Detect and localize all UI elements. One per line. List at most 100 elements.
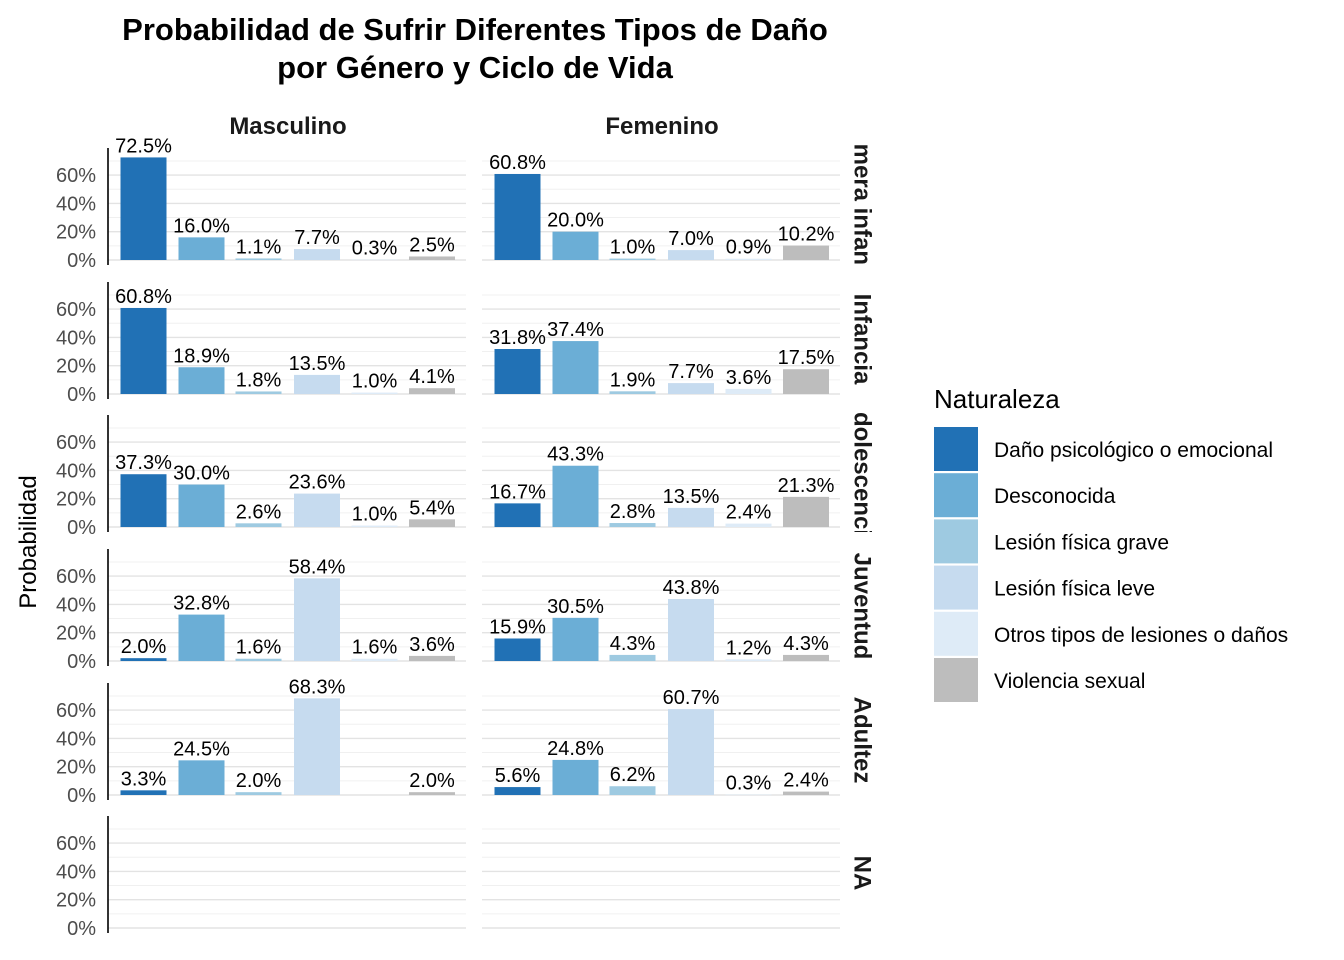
y-tick-label: 40% (56, 728, 96, 750)
bar-violencia-sexual (783, 654, 829, 661)
panel-masculino-primera-infancia: 72.5% 16.0% 1.1% 7.7% 0.3% 2.5% (108, 135, 466, 261)
legend-key-desconocida (934, 473, 978, 518)
data-label: 5.6% (495, 765, 541, 787)
bar-desconocida (552, 341, 599, 394)
data-label: 60.8% (115, 286, 172, 308)
panel-femenino-infancia: 31.8% 37.4% 1.9% 7.7% 3.6% 17.5% (482, 294, 840, 395)
data-label: 1.1% (236, 236, 282, 258)
bar-lesion-fisica-grave (609, 258, 656, 260)
data-label: 13.5% (663, 486, 720, 508)
panel-masculino-adolescencia: 37.3% 30.0% 2.6% 23.6% 1.0% 5.4% (108, 427, 466, 528)
row-strip-juventud: Juventud (849, 553, 876, 660)
bar-desconocida (178, 760, 225, 795)
data-label: 2.0% (409, 770, 455, 792)
data-label: 2.4% (726, 502, 772, 524)
legend-key-lesion-fisica-leve (934, 565, 978, 610)
data-label: 60.7% (663, 687, 720, 709)
bar-dano-psicologico-o-emocional (494, 787, 541, 795)
data-label: 37.4% (547, 319, 604, 341)
y-tick-label: 60% (56, 299, 96, 321)
legend-title: Naturaleza (934, 384, 1060, 414)
data-label: 72.5% (115, 135, 172, 157)
bar-desconocida (552, 759, 599, 795)
data-label: 7.0% (668, 228, 714, 250)
data-label: 20.0% (547, 210, 604, 232)
y-tick-label: 20% (56, 356, 96, 378)
bar-otros-tipos-de-lesiones-o-danos (351, 525, 398, 527)
bar-lesion-fisica-leve (668, 599, 714, 661)
y-tick-label: 0% (67, 250, 96, 272)
bar-lesion-fisica-leve (294, 249, 340, 260)
y-tick-label: 40% (56, 861, 96, 883)
row-strip: Infancia (849, 294, 876, 385)
y-tick-label: 60% (56, 566, 96, 588)
bar-lesion-fisica-leve (294, 374, 340, 394)
y-tick-label: 40% (56, 460, 96, 482)
y-tick-label: 0% (67, 384, 96, 406)
bar-otros-tipos-de-lesiones-o-danos (351, 658, 398, 661)
y-tick-label: 40% (56, 594, 96, 616)
bar-violencia-sexual (409, 388, 455, 394)
data-label: 4.3% (783, 633, 829, 655)
data-label: 3.6% (726, 367, 772, 389)
data-label: 5.4% (409, 497, 455, 519)
y-tick-label: 60% (56, 833, 96, 855)
bar-dano-psicologico-o-emocional (494, 173, 541, 260)
data-label: 2.0% (236, 770, 282, 792)
panel-masculino-adultez: 3.3% 24.5% 2.0% 68.3% 2.0% (108, 676, 466, 796)
data-label: 32.8% (173, 593, 230, 615)
bar-violencia-sexual (783, 369, 829, 394)
data-label: 1.0% (352, 371, 398, 393)
chart-title-line-1: Probabilidad de Sufrir Diferentes Tipos … (122, 12, 828, 47)
bar-dano-psicologico-o-emocional (120, 790, 167, 795)
panel-femenino-primera-infancia: 60.8% 20.0% 1.0% 7.0% 0.9% 10.2% (482, 152, 840, 261)
row-strip-infancia: Infancia (849, 294, 876, 385)
bar-lesion-fisica-grave (609, 523, 656, 527)
y-tick-label: 0% (67, 918, 96, 940)
bar-otros-tipos-de-lesiones-o-danos (351, 392, 398, 394)
data-label: 1.2% (726, 637, 772, 659)
bar-lesion-fisica-leve (294, 578, 340, 661)
bar-dano-psicologico-o-emocional (120, 474, 167, 527)
data-label: 16.7% (489, 481, 546, 503)
data-label: 60.8% (489, 152, 546, 174)
chart-title-line-2: por Género y Ciclo de Vida (277, 50, 673, 85)
panel-femenino-adultez: 5.6% 24.8% 6.2% 60.7% 0.3% 2.4% (482, 687, 840, 796)
y-tick-label: 60% (56, 700, 96, 722)
legend-key-lesion-fisica-grave (934, 519, 978, 564)
data-label: 24.8% (547, 738, 604, 760)
bar-lesion-fisica-grave (235, 391, 282, 394)
bar-desconocida (552, 617, 599, 661)
data-label: 2.8% (610, 501, 656, 523)
y-tick-label: 20% (56, 890, 96, 912)
bar-dano-psicologico-o-emocional (494, 503, 541, 527)
data-label: 30.0% (173, 463, 230, 485)
legend-label: Lesión física grave (994, 531, 1169, 554)
bar-dano-psicologico-o-emocional (494, 638, 541, 661)
row-strip-primera-infancia: Primera infancia (849, 112, 876, 299)
bar-violencia-sexual (409, 655, 455, 661)
bar-lesion-fisica-grave (609, 654, 656, 661)
bar-dano-psicologico-o-emocional (120, 307, 167, 394)
panel-masculino-infancia: 60.8% 18.9% 1.8% 13.5% 1.0% 4.1% (108, 286, 466, 395)
bar-desconocida (178, 614, 225, 661)
data-label: 23.6% (289, 472, 346, 494)
legend-key-dano-psicologico-o-emocional (934, 427, 978, 471)
bar-otros-tipos-de-lesiones-o-danos (351, 259, 398, 261)
row-strip-adolescencia: Adolescencia (849, 395, 876, 550)
y-tick-label: 20% (56, 222, 96, 244)
data-label: 43.3% (547, 444, 604, 466)
bar-desconocida (552, 465, 599, 527)
data-label: 15.9% (489, 617, 546, 639)
data-label: 10.2% (778, 224, 835, 246)
panel-femenino-adolescencia: 16.7%43.3% 2.8% 13.5% 2.4% 21.3% (482, 427, 840, 528)
data-label: 6.2% (610, 764, 656, 786)
row-strip: Adolescencia (849, 395, 876, 550)
row-strip: Primera infancia (849, 112, 876, 299)
legend: Naturaleza Daño psicológico o emocional D… (934, 384, 1288, 702)
data-label: 16.0% (173, 215, 230, 237)
legend-label: Violencia sexual (994, 670, 1145, 693)
data-label: 30.5% (547, 596, 604, 618)
data-label: 2.0% (121, 636, 167, 658)
